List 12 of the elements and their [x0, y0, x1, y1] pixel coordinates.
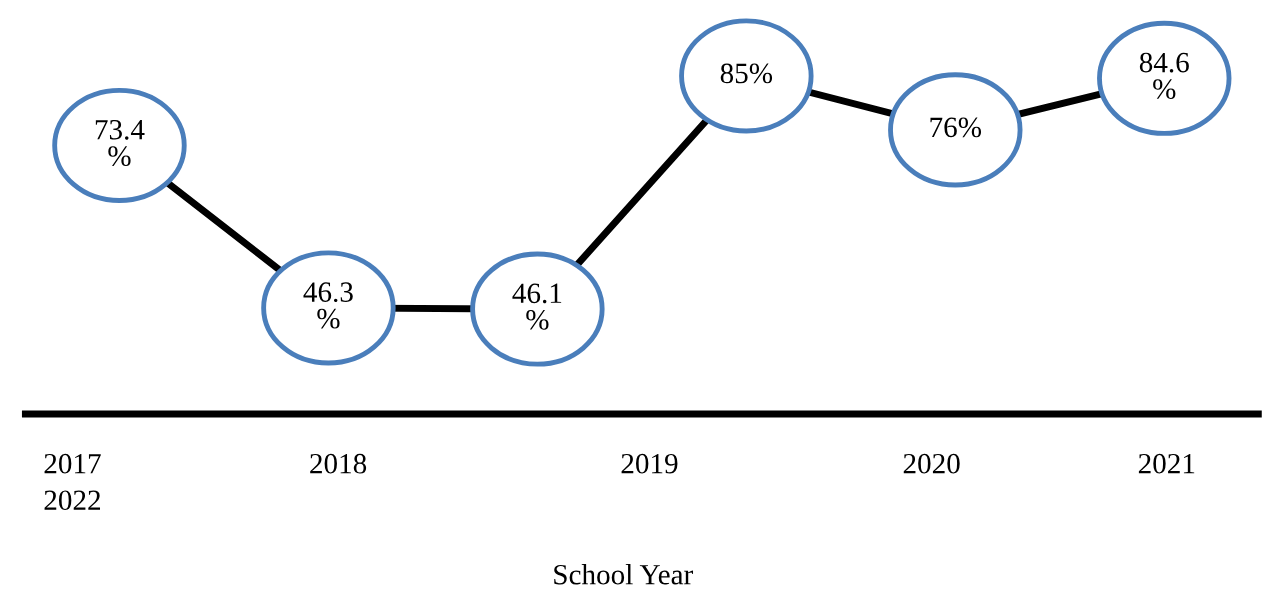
- text: School Year: [554, 564, 694, 585]
- text: 2017 2022: [44, 453, 101, 511]
- text: 2019: [621, 453, 678, 474]
- text: 2021: [1138, 453, 1195, 474]
- data-label: 84.6 %: [1139, 52, 1189, 99]
- data-label: 85%: [720, 63, 773, 84]
- data-label: 73.4 %: [95, 119, 145, 167]
- text: 2020: [903, 453, 960, 474]
- data-label: 46.3 %: [303, 282, 353, 329]
- data-label: 46.1 %: [512, 283, 562, 330]
- text: 2018: [310, 453, 367, 474]
- data-label: 76%: [930, 117, 982, 138]
